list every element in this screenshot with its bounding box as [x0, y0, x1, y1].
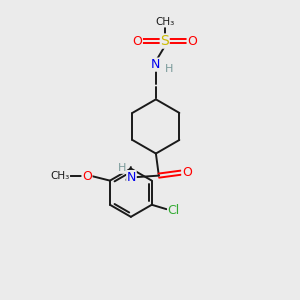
Text: O: O [182, 166, 192, 179]
Text: N: N [127, 171, 136, 184]
Text: Cl: Cl [168, 204, 180, 217]
Text: O: O [187, 34, 197, 48]
Text: H: H [118, 163, 126, 173]
Text: H: H [165, 64, 173, 74]
Text: CH₃: CH₃ [155, 17, 174, 27]
Text: O: O [82, 170, 92, 183]
Text: O: O [132, 34, 142, 48]
Text: CH₃: CH₃ [50, 171, 70, 181]
Text: S: S [160, 34, 169, 48]
Text: N: N [151, 58, 160, 71]
